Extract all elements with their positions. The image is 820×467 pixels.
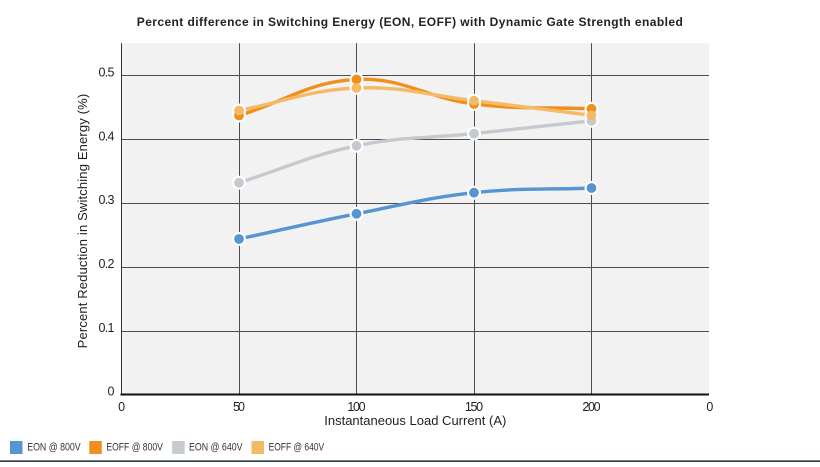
- svg-text:200: 200: [582, 400, 600, 414]
- svg-text:0.2: 0.2: [99, 257, 115, 271]
- svg-text:0.3: 0.3: [99, 193, 115, 207]
- svg-text:EON @ 800V: EON @ 800V: [27, 442, 81, 454]
- svg-text:Instantaneous Load Current (A): Instantaneous Load Current (A): [324, 413, 506, 428]
- svg-text:100: 100: [347, 400, 365, 414]
- svg-text:EON @ 640V: EON @ 640V: [189, 442, 243, 454]
- svg-text:0: 0: [706, 400, 713, 414]
- svg-text:0.1: 0.1: [99, 321, 115, 335]
- svg-text:0.5: 0.5: [99, 66, 115, 80]
- svg-text:Percent difference in Switchin: Percent difference in Switching Energy (…: [137, 15, 683, 29]
- svg-text:150: 150: [465, 400, 483, 414]
- svg-text:EOFF @ 640V: EOFF @ 640V: [269, 442, 325, 454]
- svg-text:0: 0: [118, 400, 125, 414]
- svg-text:0.4: 0.4: [99, 129, 115, 143]
- svg-text:0: 0: [108, 385, 115, 399]
- svg-text:50: 50: [233, 400, 245, 414]
- svg-text:EOFF @ 800V: EOFF @ 800V: [106, 442, 163, 454]
- svg-text:Percent Reduction in Switching: Percent Reduction in Switching Energy (%…: [75, 94, 90, 349]
